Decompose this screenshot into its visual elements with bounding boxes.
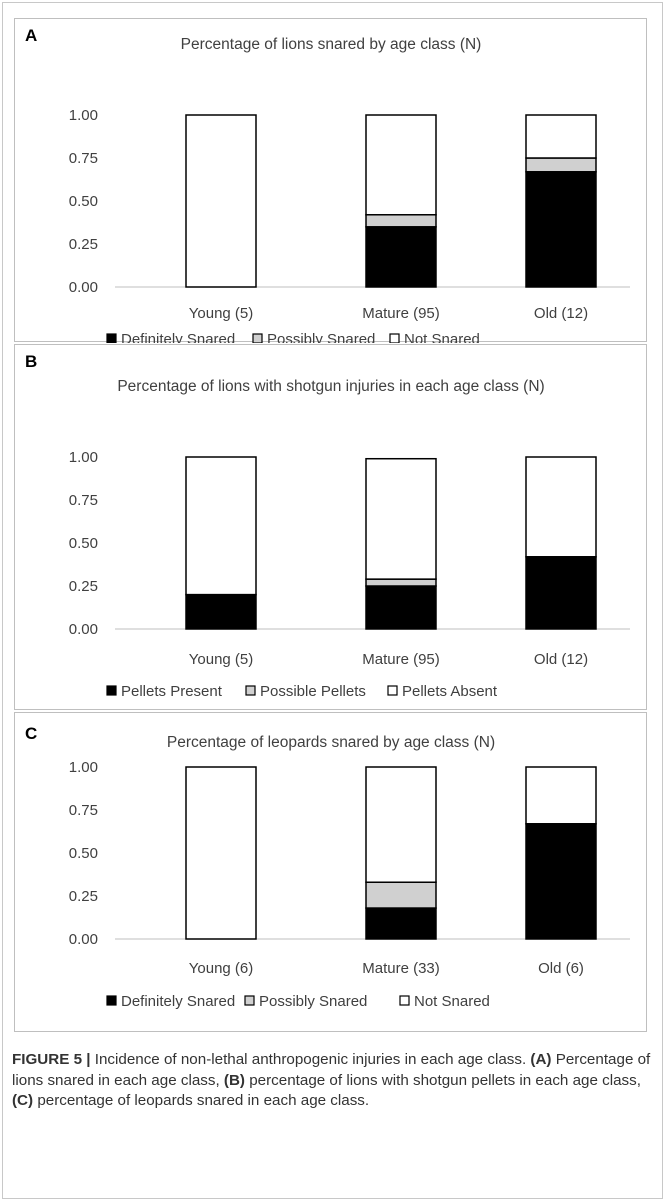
bar-segment (365, 585, 437, 630)
bar-segment (185, 766, 257, 940)
bar-segment (185, 114, 257, 288)
bar-segment (365, 907, 437, 940)
bar-segment (185, 593, 257, 630)
x-tick-label: Mature (95) (362, 305, 440, 322)
chart-panel-b: B Percentage of lions with shotgun injuri… (14, 344, 647, 710)
caption-figure-label: FIGURE 5 | (12, 1051, 91, 1068)
legend-label: Possible Pellets (260, 683, 366, 700)
legend-swatch (244, 995, 255, 1006)
bar-segment (365, 578, 437, 587)
y-tick-label: 0.50 (69, 535, 98, 552)
y-tick-label: 0.25 (69, 236, 98, 253)
bar-segment (525, 157, 597, 173)
x-tick-label: Old (6) (538, 960, 584, 977)
x-tick-label: Mature (33) (362, 960, 440, 977)
x-tick-label: Mature (95) (362, 651, 440, 668)
bar-segment (185, 456, 257, 596)
bar-segment (365, 114, 437, 216)
legend-label: Definitely Snared (121, 331, 235, 343)
legend-label: Not Snared (404, 331, 480, 343)
bar-segment (525, 823, 597, 940)
legend-swatch (252, 333, 263, 343)
bar-segment (365, 881, 437, 909)
legend-swatch (245, 685, 256, 696)
chart-c-svg: C Percentage of leopards snared by age cl… (25, 724, 630, 1010)
y-tick-label: 1.00 (69, 107, 98, 124)
chart-panel-c: C Percentage of leopards snared by age cl… (14, 712, 647, 1032)
y-tick-label: 0.25 (69, 578, 98, 595)
bar-segment (525, 556, 597, 630)
y-tick-label: 0.00 (69, 931, 98, 948)
x-tick-label: Young (5) (189, 305, 254, 322)
bar-segment (525, 114, 597, 159)
legend-label: Possibly Snared (267, 331, 375, 343)
x-tick-label: Young (6) (189, 960, 254, 977)
legend-swatch (106, 333, 117, 343)
caption-text-b: percentage of lions with shotgun pellets… (245, 1071, 641, 1089)
y-tick-label: 0.00 (69, 279, 98, 296)
y-tick-label: 0.50 (69, 845, 98, 862)
legend-label: Pellets Absent (402, 683, 498, 700)
y-tick-label: 1.00 (69, 449, 98, 466)
caption-label-c: (C) (12, 1092, 34, 1109)
caption-intro: Incidence of non-lethal anthropogenic in… (90, 1051, 531, 1068)
bar-segment (365, 214, 437, 228)
bar-segment (365, 457, 437, 580)
bar-segment (365, 766, 437, 883)
panel-label-a: A (25, 26, 37, 45)
panel-label-b: B (25, 352, 37, 371)
chart-title-a: Percentage of lions snared by age class … (181, 36, 482, 53)
caption-label-a: (A) (530, 1051, 552, 1068)
legend-swatch (106, 995, 117, 1006)
panel-label-c: C (25, 724, 37, 743)
chart-title-c: Percentage of leopards snared by age cla… (167, 734, 495, 751)
bar-segment (525, 171, 597, 288)
legend-label: Possibly Snared (259, 993, 367, 1010)
legend-swatch (399, 995, 410, 1006)
x-tick-label: Young (5) (189, 651, 254, 668)
bar-segment (365, 226, 437, 288)
x-tick-label: Old (12) (534, 651, 588, 668)
y-tick-label: 1.00 (69, 759, 98, 776)
y-tick-label: 0.50 (69, 193, 98, 210)
legend-label: Definitely Snared (121, 993, 235, 1010)
y-tick-label: 0.00 (69, 621, 98, 638)
caption-text-c: percentage of leopards snared in each ag… (33, 1092, 370, 1109)
legend-swatch (389, 333, 400, 343)
y-tick-label: 0.25 (69, 888, 98, 905)
chart-title-b: Percentage of lions with shotgun injurie… (117, 378, 544, 395)
chart-panel-a: A Percentage of lions snared by age class… (14, 18, 647, 343)
legend-label: Not Snared (414, 993, 490, 1010)
x-tick-label: Old (12) (534, 305, 588, 322)
y-tick-label: 0.75 (69, 150, 98, 167)
chart-a-svg: A Percentage of lions snared by age class… (25, 26, 630, 343)
y-tick-label: 0.75 (69, 802, 98, 819)
figure-caption: FIGURE 5 | Incidence of non-lethal anthr… (12, 1050, 652, 1112)
legend-swatch (106, 685, 117, 696)
caption-text-a: Percentage of lions snared in each age c… (12, 1051, 651, 1089)
bar-segment (525, 766, 597, 825)
chart-b-svg: B Percentage of lions with shotgun injuri… (25, 352, 630, 700)
legend-swatch (387, 685, 398, 696)
y-tick-label: 0.75 (69, 492, 98, 509)
caption-label-b: (B) (223, 1071, 245, 1089)
bar-segment (525, 456, 597, 558)
legend-label: Pellets Present (121, 683, 223, 700)
